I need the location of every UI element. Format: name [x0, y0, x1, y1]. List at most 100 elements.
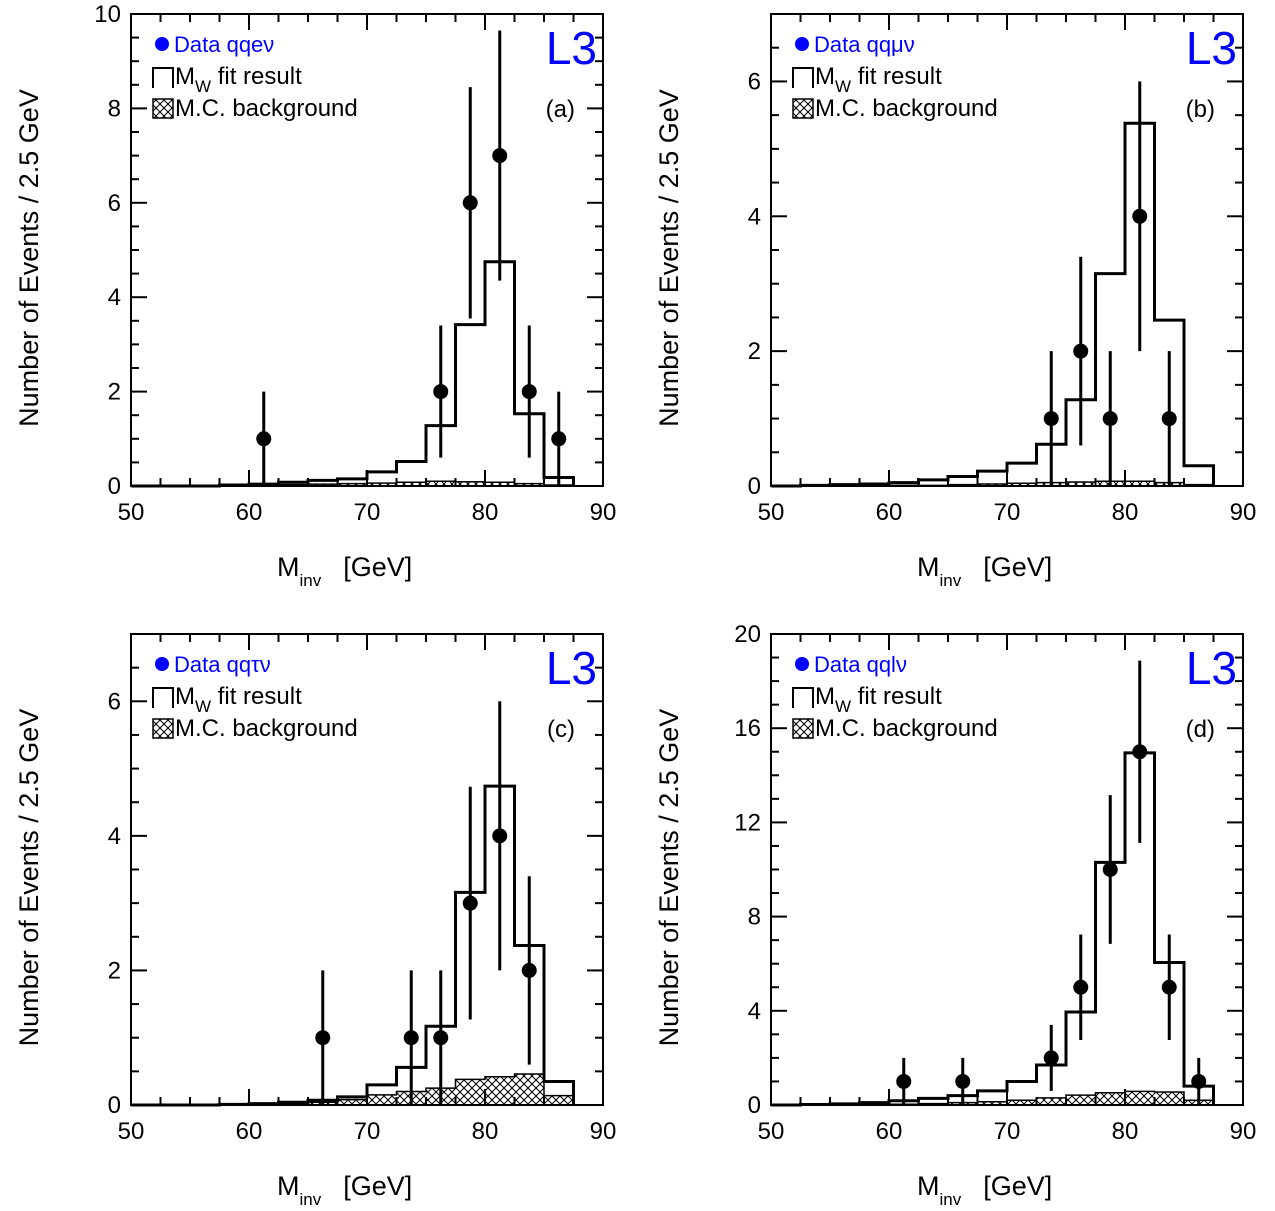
data-point-3 — [462, 895, 478, 911]
y-axis-label: Number of Events / 2.5 GeV — [14, 709, 44, 1047]
x-tick-label: 50 — [758, 1118, 785, 1145]
legend-bkg-label: M.C. background — [175, 715, 358, 742]
l3-logo: L3 — [1186, 22, 1237, 74]
legend-data-marker — [155, 37, 169, 51]
y-tick-label: 10 — [94, 1, 121, 28]
legend-bkg-label: M.C. background — [815, 95, 998, 122]
x-axis-label: Minv [GeV] — [277, 552, 412, 590]
data-point-3 — [1132, 208, 1148, 224]
x-axis-label-unit: [GeV] — [343, 1171, 412, 1201]
x-tick-label: 50 — [758, 499, 785, 526]
legend-bkg-label: M.C. background — [815, 715, 998, 742]
data-point-2 — [462, 195, 478, 211]
legend-fit-label: MW fit result — [815, 683, 942, 716]
panel-label: (d) — [1186, 716, 1215, 743]
x-tick-label: 60 — [876, 1118, 903, 1145]
legend-fit-main: M — [815, 683, 835, 710]
legend-fit-label: MW fit result — [815, 63, 942, 96]
data-point-0 — [256, 431, 272, 447]
legend-data-label: Data qqτν — [174, 652, 271, 677]
x-tick-label: 60 — [236, 1118, 263, 1145]
x-axis-label-main: M — [277, 552, 300, 582]
legend-fit-marker — [792, 67, 814, 88]
x-tick-label: 80 — [1112, 499, 1139, 526]
legend-bkg-marker — [792, 718, 814, 739]
y-tick-label: 4 — [108, 284, 121, 311]
legend-fit-label: MW fit result — [175, 683, 302, 716]
l3-logo: L3 — [1186, 642, 1237, 694]
data-point-0 — [315, 1030, 331, 1046]
legend-fit-sub: W — [835, 697, 851, 716]
legend-fit-label: MW fit result — [175, 63, 302, 96]
x-axis-label-main: M — [917, 1171, 940, 1201]
x-axis-label: Minv [GeV] — [917, 552, 1052, 590]
x-tick-label: 60 — [876, 499, 903, 526]
y-tick-label: 0 — [108, 473, 121, 500]
data-point-4 — [492, 828, 508, 844]
legend-fit-main: M — [175, 63, 195, 90]
y-tick-label: 2 — [108, 957, 121, 984]
x-axis-label-sub: inv — [300, 1190, 322, 1209]
chart-panel-a: 50 60 70 80 90 0 2 4 6 8 10 Minv [GeV] Number of Even… — [14, 1, 616, 590]
x-axis-label-unit: [GeV] — [983, 1171, 1052, 1201]
data-point-2 — [433, 1030, 449, 1046]
x-axis-label-unit: [GeV] — [983, 552, 1052, 582]
l3-logo: L3 — [546, 642, 597, 694]
mc-background-histogram — [131, 1073, 575, 1106]
y-tick-label: 4 — [748, 203, 761, 230]
y-tick-label: 0 — [748, 1092, 761, 1119]
y-tick-label: 12 — [734, 809, 761, 836]
x-tick-label: 90 — [590, 499, 617, 526]
data-point-6 — [1161, 979, 1177, 995]
x-tick-label: 90 — [1230, 1118, 1257, 1145]
y-tick-label: 4 — [748, 998, 761, 1025]
y-axis-label: Number of Events / 2.5 GeV — [654, 709, 684, 1047]
panel-label: (b) — [1186, 96, 1215, 123]
legend-fit-main: M — [175, 683, 195, 710]
y-tick-label: 6 — [108, 688, 121, 715]
data-point-2 — [1043, 1050, 1059, 1066]
data-point-7 — [1191, 1073, 1207, 1089]
data-point-1 — [433, 384, 449, 400]
legend-data-label: Data qqlν — [814, 652, 907, 677]
legend-fit-marker — [152, 687, 174, 708]
legend-fit-marker — [152, 67, 174, 88]
x-axis-label-sub: inv — [940, 571, 962, 590]
legend-fit-sub: W — [195, 77, 211, 96]
x-tick-label: 80 — [472, 499, 499, 526]
legend-fit-marker — [792, 687, 814, 708]
y-tick-label: 2 — [748, 338, 761, 365]
data-point-0 — [1043, 411, 1059, 427]
legend-bkg-marker — [152, 718, 174, 739]
legend-bkg-marker — [792, 98, 814, 119]
legend-fit-main: M — [815, 63, 835, 90]
panel-label: (a) — [546, 96, 575, 123]
legend-fit-rest: fit result — [211, 683, 302, 710]
data-point-5 — [1132, 744, 1148, 760]
legend-fit-rest: fit result — [211, 63, 302, 90]
x-axis-label-sub: inv — [300, 571, 322, 590]
legend-data-label: Data qqμν — [814, 32, 915, 57]
mw-fit-histogram — [771, 751, 1215, 1107]
chart-panel-b: 50 60 70 80 90 0 2 4 6 Minv [GeV] Number of Events … — [654, 13, 1256, 590]
y-tick-label: 20 — [734, 621, 761, 648]
legend-fit-sub: W — [195, 697, 211, 716]
y-tick-label: 0 — [108, 1092, 121, 1119]
data-point-0 — [896, 1073, 912, 1089]
data-point-4 — [521, 384, 537, 400]
legend-data-marker — [795, 37, 809, 51]
y-tick-label: 4 — [108, 823, 121, 850]
x-tick-label: 70 — [994, 1118, 1021, 1145]
x-tick-label: 80 — [472, 1118, 499, 1145]
mw-fit-histogram — [131, 260, 575, 488]
y-tick-label: 8 — [748, 904, 761, 931]
x-tick-label: 50 — [118, 1118, 145, 1145]
l3-logo: L3 — [546, 22, 597, 74]
x-axis-label-sub: inv — [940, 1190, 962, 1209]
x-tick-label: 90 — [590, 1118, 617, 1145]
data-point-3 — [1073, 979, 1089, 995]
legend-data-label: Data qqeν — [174, 32, 274, 57]
data-point-4 — [1102, 862, 1118, 877]
x-tick-label: 70 — [994, 499, 1021, 526]
y-axis-label: Number of Events / 2.5 GeV — [654, 89, 684, 427]
